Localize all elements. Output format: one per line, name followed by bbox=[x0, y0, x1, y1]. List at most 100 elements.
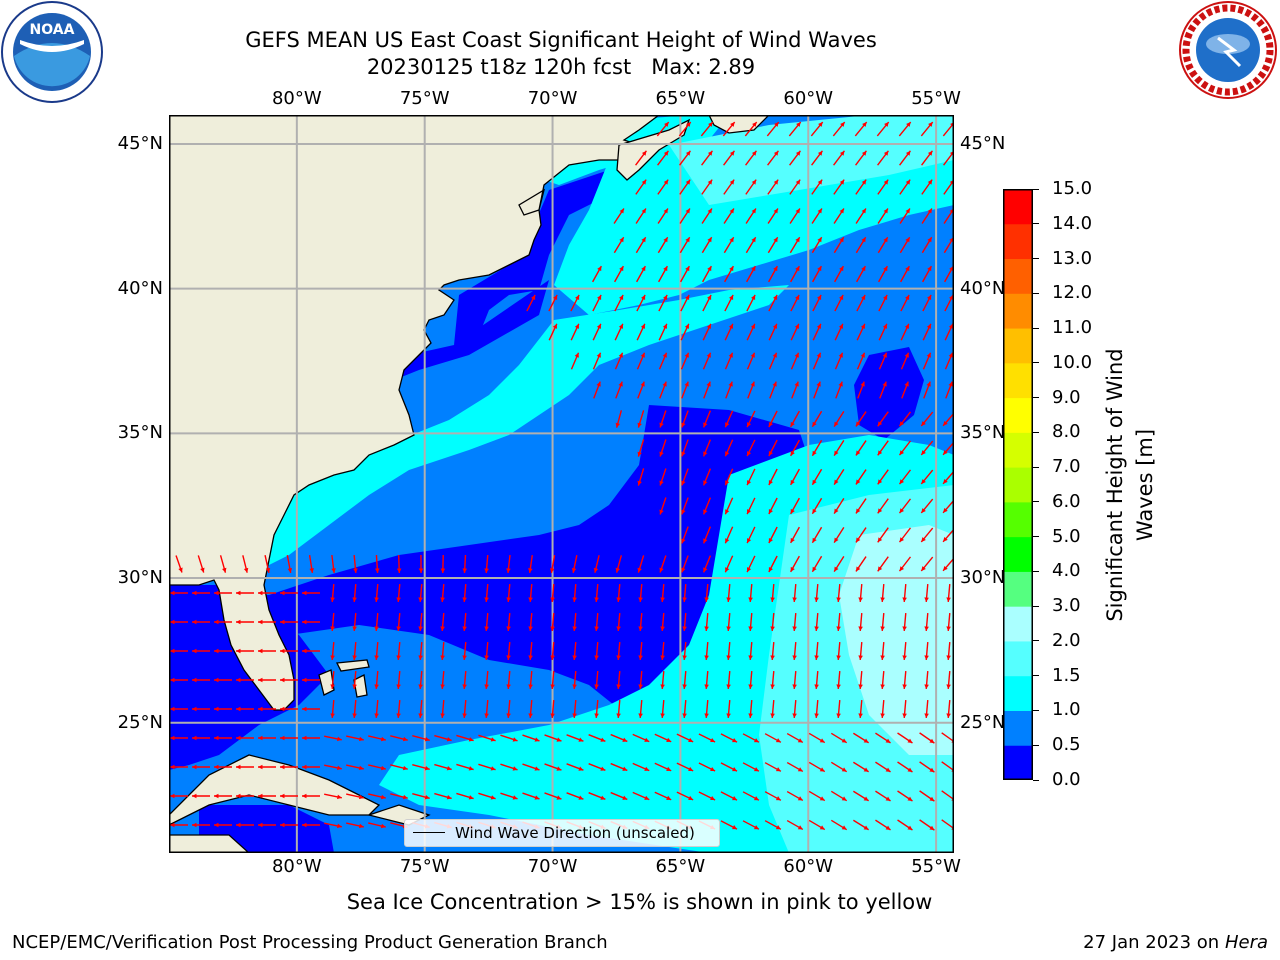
wave-direction-arrow bbox=[352, 670, 357, 690]
footer-right: 27 Jan 2023 on Hera bbox=[1083, 932, 1268, 953]
wave-direction-arrow bbox=[855, 150, 867, 166]
wave-direction-arrow bbox=[720, 762, 738, 772]
wave-direction-arrow bbox=[566, 763, 584, 771]
wave-direction-arrow bbox=[280, 619, 298, 625]
wave-direction-arrow bbox=[676, 791, 694, 801]
wave-direction-arrow bbox=[944, 265, 954, 283]
wave-direction-arrow bbox=[901, 381, 909, 399]
wave-direction-arrow bbox=[880, 612, 885, 632]
wave-direction-arrow bbox=[919, 790, 935, 802]
wave-direction-arrow bbox=[764, 733, 782, 743]
colorbar-tickmark bbox=[1033, 501, 1039, 503]
wave-direction-arrow bbox=[330, 699, 335, 719]
wave-direction-arrow bbox=[214, 619, 232, 625]
wave-direction-arrow bbox=[764, 791, 782, 801]
wave-direction-arrow bbox=[900, 265, 910, 283]
wave-direction-arrow bbox=[616, 641, 621, 661]
wave-direction-arrow bbox=[746, 468, 756, 486]
wave-direction-arrow bbox=[302, 677, 320, 683]
wave-direction-arrow bbox=[412, 764, 430, 771]
wave-direction-arrow bbox=[812, 294, 822, 312]
colorbar-tickmark bbox=[1033, 744, 1039, 746]
wave-direction-arrow bbox=[811, 439, 823, 457]
wave-direction-arrow bbox=[681, 381, 689, 399]
wave-direction-arrow bbox=[855, 440, 867, 456]
wave-direction-arrow bbox=[919, 761, 935, 773]
wave-direction-arrow bbox=[616, 612, 621, 632]
wave-direction-arrow bbox=[748, 583, 753, 603]
wave-direction-arrow bbox=[811, 468, 823, 486]
wave-direction-arrow bbox=[924, 670, 929, 690]
wave-direction-arrow bbox=[374, 670, 379, 690]
wave-direction-arrow bbox=[811, 526, 823, 544]
wave-direction-arrow bbox=[720, 791, 738, 801]
wave-direction-arrow bbox=[921, 150, 933, 166]
wave-direction-arrow bbox=[723, 208, 735, 224]
wave-direction-arrow bbox=[746, 526, 756, 544]
colorbar-segment-6 bbox=[1003, 536, 1033, 572]
wave-direction-arrow bbox=[920, 498, 934, 514]
wave-direction-arrow bbox=[478, 792, 496, 800]
wave-direction-arrow bbox=[412, 735, 430, 742]
wave-direction-arrow bbox=[878, 265, 888, 283]
wave-direction-arrow bbox=[615, 381, 623, 399]
wave-direction-arrow bbox=[680, 323, 690, 341]
wave-direction-arrow bbox=[814, 699, 819, 719]
wave-direction-arrow bbox=[745, 236, 757, 254]
wave-direction-arrow bbox=[698, 762, 716, 772]
wave-direction-arrow bbox=[214, 793, 232, 799]
wave-direction-arrow bbox=[346, 735, 364, 742]
wave-direction-arrow bbox=[704, 612, 709, 632]
wave-direction-arrow bbox=[258, 590, 276, 596]
wave-direction-arrow bbox=[660, 699, 665, 719]
wave-direction-arrow bbox=[632, 733, 650, 743]
land-nova-scotia bbox=[616, 118, 691, 181]
wave-direction-arrow bbox=[836, 670, 841, 690]
lat-label-right-2: 35°N bbox=[960, 422, 1006, 444]
wave-direction-arrow bbox=[879, 381, 887, 399]
wave-direction-arrow bbox=[856, 323, 866, 341]
wave-direction-arrow bbox=[832, 121, 846, 137]
wave-direction-arrow bbox=[899, 236, 911, 254]
wave-direction-arrow bbox=[742, 791, 760, 801]
wave-direction-arrow bbox=[280, 793, 298, 799]
wave-direction-arrow bbox=[899, 150, 911, 166]
wave-direction-arrow bbox=[698, 733, 716, 743]
wave-direction-arrow bbox=[830, 790, 848, 802]
wave-direction-arrow bbox=[324, 764, 342, 771]
wave-direction-arrow bbox=[638, 583, 643, 603]
wave-direction-arrow bbox=[324, 793, 342, 800]
colorbar-tickmark bbox=[1033, 709, 1039, 711]
wave-direction-arrow bbox=[946, 583, 951, 603]
wave-direction-arrow bbox=[814, 641, 819, 661]
wave-direction-arrow bbox=[786, 790, 804, 802]
wave-direction-arrow bbox=[588, 792, 606, 800]
wave-direction-arrow bbox=[396, 670, 401, 690]
lon-label-bottom-1: 75°W bbox=[399, 856, 450, 877]
wave-direction-arrow bbox=[637, 410, 645, 428]
lat-label-right-3: 30°N bbox=[960, 567, 1006, 589]
wave-direction-arrow bbox=[880, 583, 885, 603]
wave-direction-arrow bbox=[548, 323, 558, 341]
wave-direction-arrow bbox=[726, 699, 731, 719]
wave-direction-arrow bbox=[632, 762, 650, 772]
wave-direction-arrow bbox=[456, 763, 474, 771]
wave-direction-arrow bbox=[704, 699, 709, 719]
wave-direction-arrow bbox=[702, 497, 712, 515]
sea-ice-note: Sea Ice Concentration > 15% is shown in … bbox=[346, 890, 933, 914]
land-newfoundland bbox=[708, 115, 770, 134]
wave-direction-arrow bbox=[456, 734, 474, 742]
wave-direction-arrow bbox=[588, 763, 606, 771]
wave-direction-arrow bbox=[833, 179, 845, 195]
wave-direction-arrow bbox=[632, 791, 650, 801]
wave-direction-arrow bbox=[680, 294, 690, 312]
wave-direction-arrow bbox=[368, 822, 386, 829]
wave-direction-arrow bbox=[833, 440, 845, 456]
colorbar-tick-label: 4.0 bbox=[1052, 560, 1081, 582]
wave-direction-arrow bbox=[170, 648, 188, 654]
wave-direction-arrow bbox=[614, 294, 624, 312]
wave-direction-arrow bbox=[791, 381, 799, 399]
wave-direction-arrow bbox=[616, 583, 621, 603]
wave-direction-arrow bbox=[592, 352, 602, 370]
wave-direction-arrow bbox=[919, 819, 935, 831]
